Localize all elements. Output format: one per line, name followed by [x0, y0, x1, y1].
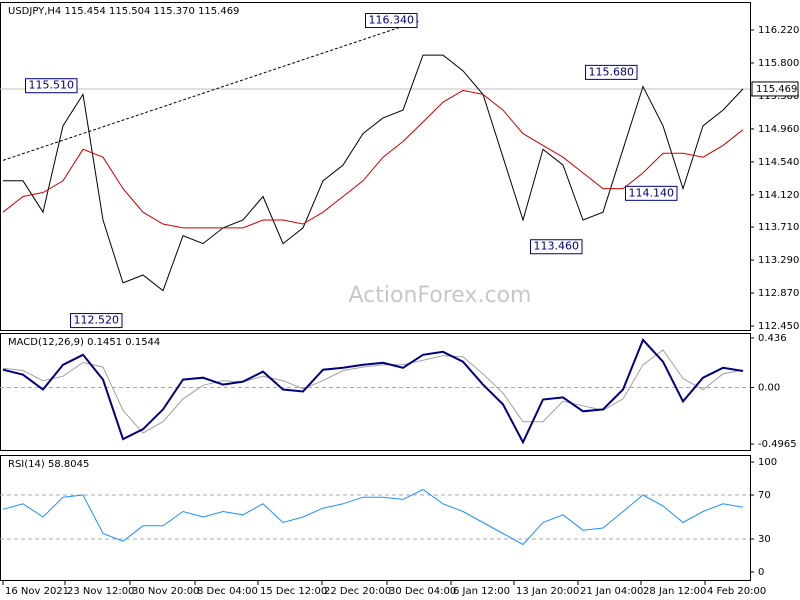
y-tick-label: -0.4965: [758, 439, 797, 450]
last-price-box: [751, 81, 799, 97]
y-tick-label: 0: [758, 567, 764, 578]
series-line: [2, 349, 744, 434]
price-label: 114.140: [629, 186, 675, 199]
x-tick-label: 22 Dec 20:00: [324, 586, 391, 597]
trendline: [2, 20, 421, 161]
y-tick-label: 100: [758, 457, 777, 468]
price-label: 115.510: [29, 79, 75, 92]
y-tick-label: 113.290: [758, 255, 799, 266]
x-tick-label: 8 Dec 04:00: [197, 586, 258, 597]
series-line: [2, 488, 744, 546]
series-line: [2, 89, 744, 229]
panel-frame: [0, 2, 751, 331]
price-label-box: [365, 13, 418, 29]
series-line: [3, 54, 744, 292]
price-label: 115.680: [589, 65, 635, 78]
y-tick-label: 0.00: [758, 383, 780, 394]
y-tick-label: 115.800: [758, 58, 799, 69]
x-tick-label: 28 Jan 12:00: [643, 586, 706, 597]
price-label-box: [25, 78, 78, 94]
y-tick-label: 30: [758, 534, 771, 545]
x-tick-label: 30 Dec 04:00: [389, 586, 456, 597]
series-line: [2, 338, 744, 445]
panel-title: USDJPY,H4 115.454 115.504 115.370 115.46…: [8, 6, 239, 17]
x-tick-label: 6 Jan 12:00: [453, 586, 510, 597]
watermark: ActionForex.com: [349, 283, 532, 308]
y-tick-label: 116.220: [758, 25, 799, 36]
x-tick-label: 4 Feb 20:00: [707, 586, 766, 597]
y-tick-label: 70: [758, 490, 771, 501]
y-tick-label: 113.710: [758, 222, 799, 233]
y-tick-label: 112.870: [758, 288, 799, 299]
price-label: 116.340: [369, 14, 415, 27]
x-tick-label: 13 Jan 20:00: [516, 586, 579, 597]
x-tick-label: 16 Nov 2021: [5, 586, 69, 597]
panel-title: RSI(14) 58.8045: [8, 459, 89, 470]
price-label-box: [70, 313, 123, 329]
panel-frame: [0, 455, 751, 581]
price-label-box: [625, 185, 678, 201]
x-tick-label: 15 Dec 12:00: [260, 586, 327, 597]
panel-title: MACD(12,26,9) 0.1451 0.1544: [8, 337, 160, 348]
price-label: 112.520: [74, 314, 120, 327]
y-tick-label: 114.960: [758, 124, 799, 135]
y-tick-label: 0.436: [758, 333, 787, 344]
y-tick-label: 112.450: [758, 321, 799, 332]
price-label-box: [530, 239, 583, 255]
y-tick-label: 114.540: [758, 157, 799, 168]
y-tick-label: 114.120: [758, 190, 799, 201]
price-label: 113.460: [534, 240, 580, 253]
x-tick-label: 21 Jan 04:00: [580, 586, 643, 597]
last-price-label: 115.469: [756, 84, 797, 95]
x-tick-label: 30 Nov 20:00: [132, 586, 199, 597]
x-tick-label: 23 Nov 12:00: [67, 586, 134, 597]
panel-frame: [0, 333, 751, 451]
price-label-box: [585, 64, 638, 80]
